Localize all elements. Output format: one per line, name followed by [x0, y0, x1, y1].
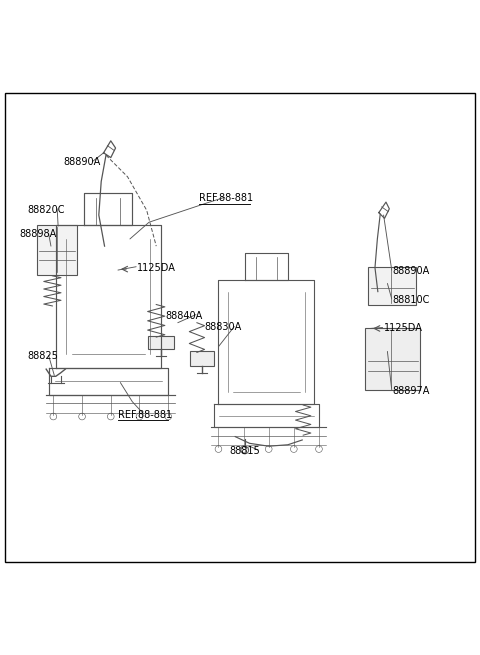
Bar [36, 225, 77, 275]
Text: REF.88-881: REF.88-881 [118, 409, 172, 420]
Text: 88898A: 88898A [19, 229, 56, 239]
Text: 88825: 88825 [27, 351, 58, 361]
Text: 88820C: 88820C [27, 205, 64, 215]
Text: 88840A: 88840A [166, 310, 203, 320]
Text: REF.88-881: REF.88-881 [199, 193, 253, 203]
Text: 88897A: 88897A [392, 386, 430, 396]
Text: 88890A: 88890A [392, 266, 430, 276]
Text: 88815: 88815 [229, 446, 260, 456]
Text: 88830A: 88830A [204, 322, 241, 333]
Text: 88890A: 88890A [63, 157, 100, 168]
Bar [190, 352, 214, 365]
Bar [365, 328, 420, 390]
Bar [148, 335, 174, 349]
Text: 1125DA: 1125DA [137, 263, 176, 272]
Bar [368, 267, 416, 305]
Text: 1125DA: 1125DA [384, 324, 422, 333]
Text: 88810C: 88810C [392, 295, 430, 305]
